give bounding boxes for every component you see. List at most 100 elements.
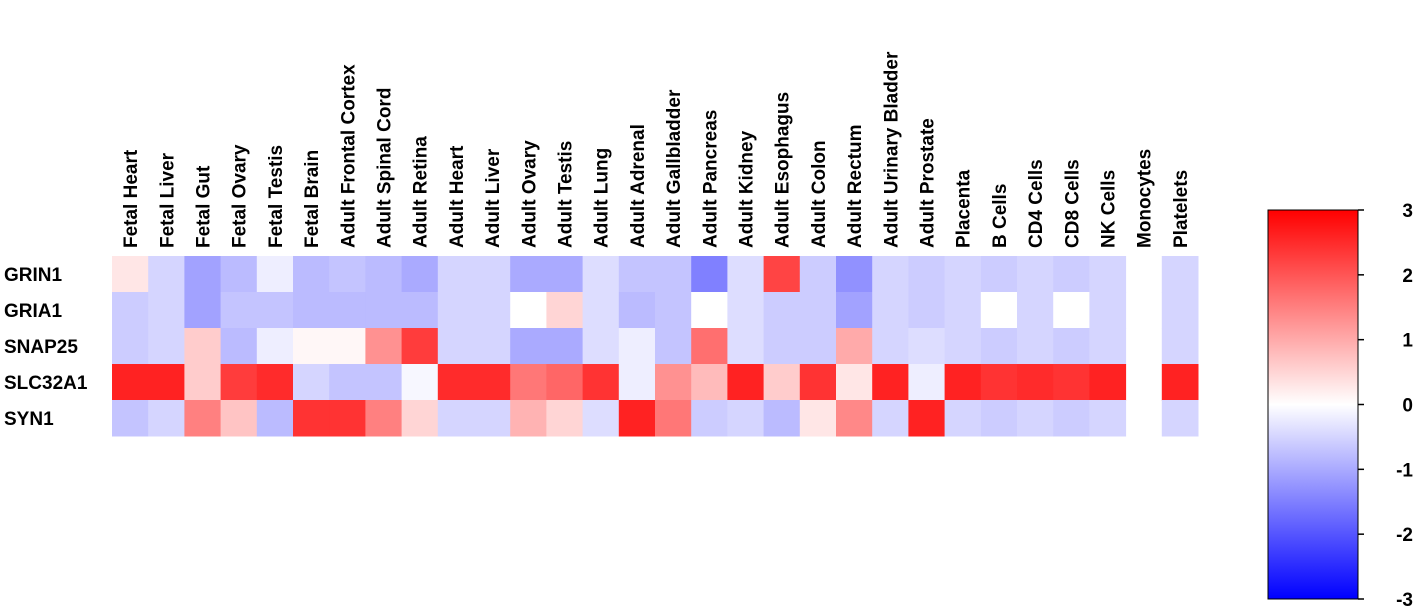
heatmap-cell — [184, 364, 222, 401]
heatmap-cell — [546, 256, 584, 293]
heatmap-cell — [220, 328, 258, 365]
column-label: Adult Rectum — [845, 125, 866, 249]
heatmap-cell — [655, 400, 692, 437]
column-label: Adult Liver — [483, 148, 504, 248]
heatmap-cell — [293, 292, 330, 329]
heatmap-cell — [908, 364, 946, 401]
heatmap-cell — [618, 364, 656, 401]
column-label: Adult Urinary Bladder — [881, 51, 902, 248]
column-label: Adult Heart — [447, 145, 468, 248]
heatmap-cell — [944, 364, 982, 401]
heatmap-cell — [329, 364, 366, 401]
column-label: CD4 Cells — [1026, 159, 1047, 248]
heatmap-cell — [112, 292, 149, 329]
column-label: CD8 Cells — [1062, 159, 1083, 248]
heatmap-cell — [220, 364, 258, 401]
heatmap-cell — [184, 400, 222, 437]
heatmap-cell — [148, 256, 185, 293]
column-label: Platelets — [1171, 170, 1192, 248]
row-label: SLC32A1 — [4, 373, 88, 394]
heatmap-cell — [293, 256, 330, 293]
heatmap-cell — [329, 400, 366, 437]
column-label: Adult Retina — [411, 136, 432, 248]
heatmap-cell — [582, 400, 620, 437]
heatmap-cell — [799, 328, 837, 365]
column-label: Adult Adrenal — [628, 124, 649, 248]
column-label: Adult Frontal Cortex — [338, 64, 359, 248]
heatmap-cell — [655, 256, 692, 293]
heatmap-cell — [1053, 292, 1090, 329]
heatmap-cell — [256, 292, 294, 329]
heatmap-cell — [184, 256, 222, 293]
heatmap-cell — [148, 364, 185, 401]
heatmap-cell — [401, 364, 439, 401]
heatmap-cell — [618, 256, 656, 293]
heatmap-cell — [980, 364, 1018, 401]
heatmap-cell — [112, 364, 149, 401]
heatmap-cell — [763, 256, 801, 293]
column-labels: Fetal Heart Fetal Liver Fetal Gut Fetal Ova… — [121, 51, 1192, 248]
heatmap-cell — [691, 400, 728, 437]
colorbar-tick-label: 3 — [1402, 201, 1413, 222]
heatmap-cell — [256, 328, 294, 365]
column-label: Placenta — [954, 169, 975, 248]
colorbar-tick-label: -3 — [1396, 590, 1413, 609]
heatmap-cell — [220, 400, 258, 437]
heatmap-cell — [799, 364, 837, 401]
heatmap-cell — [546, 292, 584, 329]
heatmap-cell — [872, 256, 909, 293]
colorbar: 3 2 1 0 -1 -2 -3 — [1267, 201, 1413, 609]
heatmap-cell — [980, 256, 1018, 293]
heatmap-cell — [510, 328, 547, 365]
heatmap-cell — [474, 400, 511, 437]
heatmap-cell — [401, 328, 439, 365]
heatmap-cell — [1161, 364, 1199, 401]
column-label: Adult Ovary — [519, 140, 540, 248]
heatmap-cell — [872, 328, 909, 365]
heatmap-cell — [148, 400, 185, 437]
heatmap-cell — [908, 256, 946, 293]
colorbar-tick-label: -2 — [1396, 525, 1413, 546]
colorbar-gradient — [1267, 209, 1359, 600]
column-label: Adult Colon — [809, 140, 830, 248]
heatmap-cell — [908, 328, 946, 365]
heatmap-cell — [872, 292, 909, 329]
heatmap-cell — [727, 328, 765, 365]
heatmap-cell — [437, 400, 475, 437]
heatmap-cell — [727, 292, 765, 329]
heatmap-cell — [510, 256, 547, 293]
heatmap-cell — [112, 400, 149, 437]
heatmap-cell — [474, 292, 511, 329]
heatmap-cell — [112, 328, 149, 365]
heatmap-cell — [1089, 256, 1127, 293]
colorbar-tick-label: 1 — [1402, 331, 1413, 352]
heatmap-cell — [401, 256, 439, 293]
heatmap-cell — [727, 364, 765, 401]
heatmap-cell — [618, 328, 656, 365]
heatmap-cell — [1053, 400, 1090, 437]
heatmap-cell — [474, 256, 511, 293]
heatmap-cell — [220, 256, 258, 293]
heatmap-cell — [474, 364, 511, 401]
heatmap-cell — [582, 328, 620, 365]
heatmap-cell — [329, 328, 366, 365]
row-labels: GRIN1 GRIA1 SNAP25 SLC32A1 SYN1 — [4, 265, 88, 430]
row-label: GRIN1 — [4, 265, 63, 286]
heatmap-cell — [655, 364, 692, 401]
heatmap-cell — [908, 400, 946, 437]
column-label: Adult Esophagus — [773, 92, 794, 248]
heatmap-cell — [1161, 292, 1199, 329]
column-label: Adult Lung — [592, 148, 613, 248]
heatmap-cell — [1161, 400, 1199, 437]
heatmap-cell — [655, 292, 692, 329]
heatmap-cell — [944, 256, 982, 293]
column-label: Monocytes — [1135, 149, 1156, 248]
heatmap-cell — [256, 256, 294, 293]
heatmap-cell — [510, 364, 547, 401]
colorbar-tick-label: 0 — [1402, 396, 1413, 417]
heatmap-cell — [872, 400, 909, 437]
colorbar-tick-label: -1 — [1396, 460, 1413, 481]
heatmap-cell — [293, 328, 330, 365]
column-label: Adult Pancreas — [700, 110, 721, 248]
heatmap-cell — [437, 292, 475, 329]
